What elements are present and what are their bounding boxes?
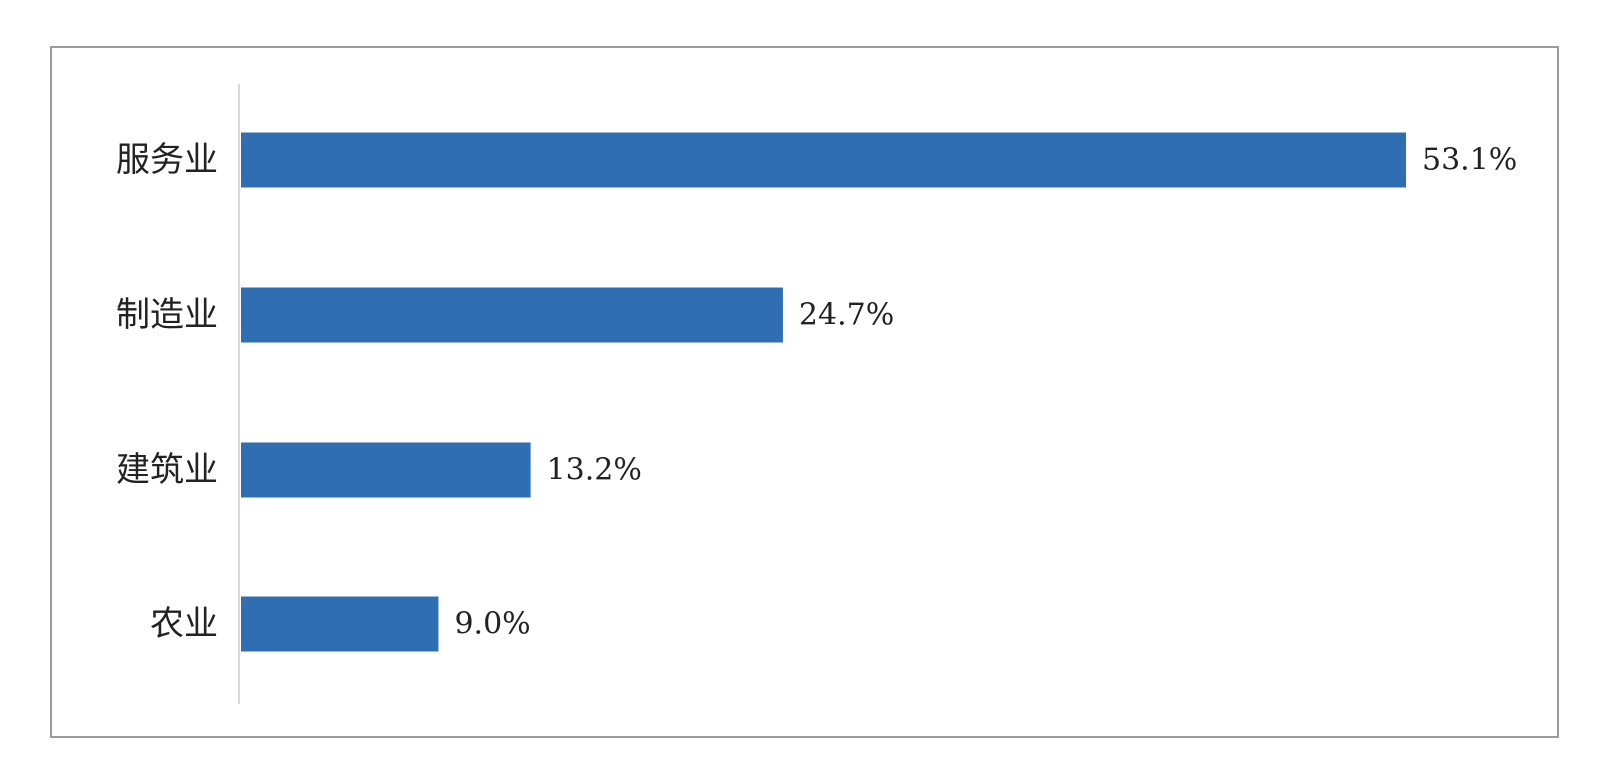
bar-0 — [241, 132, 1406, 188]
data-label-0: 53.1% — [1422, 143, 1517, 178]
category-label-2: 建筑业 — [116, 450, 218, 490]
bar-2 — [241, 442, 531, 498]
data-label-3: 9.0% — [454, 607, 530, 642]
category-label-3: 农业 — [150, 604, 218, 644]
bar-3 — [241, 596, 439, 652]
category-label-0: 服务业 — [116, 140, 218, 180]
category-label-1: 制造业 — [116, 295, 218, 335]
data-label-2: 13.2% — [547, 453, 642, 488]
bar-1 — [241, 287, 783, 343]
data-label-1: 24.7% — [799, 298, 894, 333]
